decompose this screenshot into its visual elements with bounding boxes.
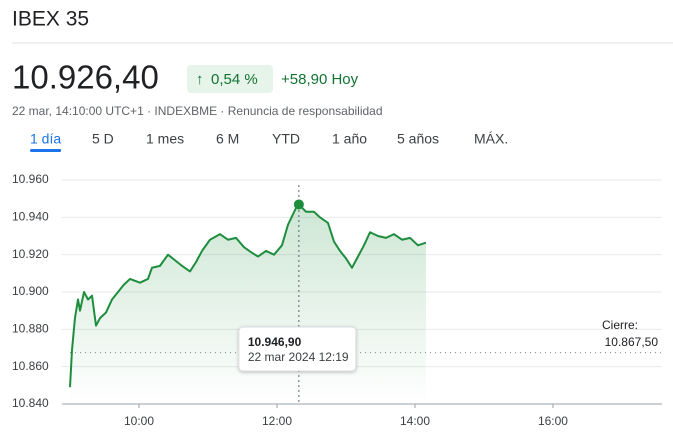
y-tick-label: 10.900: [12, 284, 49, 298]
tooltip-value: 10.946,90: [248, 335, 302, 349]
x-tick-label: 10:00: [124, 414, 154, 428]
change-chip: [187, 65, 273, 93]
y-tick-label: 10.960: [12, 172, 49, 186]
y-tick-label: 10.860: [12, 359, 49, 373]
change-percent: 0,54 %: [211, 71, 258, 88]
tab[interactable]: 1 mes: [146, 131, 184, 147]
tab[interactable]: 6 M: [216, 131, 239, 147]
chart: 10.840 10.860 10.880 10.900 10.920 10.940 10.9…: [12, 172, 662, 428]
title: IBEX 35: [12, 8, 89, 31]
tooltip-time: 22 mar 2024 12:19: [248, 350, 349, 364]
x-tick-label: 16:00: [538, 414, 568, 428]
tabs: 1 día 5 D 1 mes 6 M YTD 1 año 5 años MÁX.: [30, 131, 508, 152]
y-tick-label: 10.940: [12, 210, 49, 224]
x-tick-label: 14:00: [400, 414, 430, 428]
x-tick-label: 12:00: [262, 414, 292, 428]
line: [69, 203, 427, 388]
tab[interactable]: 5 D: [92, 131, 114, 147]
tab[interactable]: YTD: [272, 131, 300, 147]
tab-underline: [30, 149, 62, 152]
meta: 22 mar, 14:10:00 UTC+1 · INDEXBME · Renu…: [12, 104, 383, 118]
change-arrow: ↑: [196, 71, 204, 88]
tab[interactable]: 1 año: [332, 131, 367, 147]
previous-close-value: 10.867,50: [605, 335, 659, 349]
tab[interactable]: MÁX.: [474, 131, 508, 147]
price: 10.926,40: [12, 59, 159, 96]
tab[interactable]: 1 día: [30, 131, 61, 147]
change-abs: +58,90 Hoy: [281, 71, 359, 88]
hover-dot: [293, 199, 304, 210]
previous-close-label: Cierre:: [602, 318, 638, 332]
y-tick-label: 10.920: [12, 247, 49, 261]
tab[interactable]: 5 años: [397, 131, 439, 147]
tooltip-box: [238, 326, 357, 372]
y-tick-label: 10.840: [12, 396, 49, 410]
y-tick-label: 10.880: [12, 322, 49, 336]
